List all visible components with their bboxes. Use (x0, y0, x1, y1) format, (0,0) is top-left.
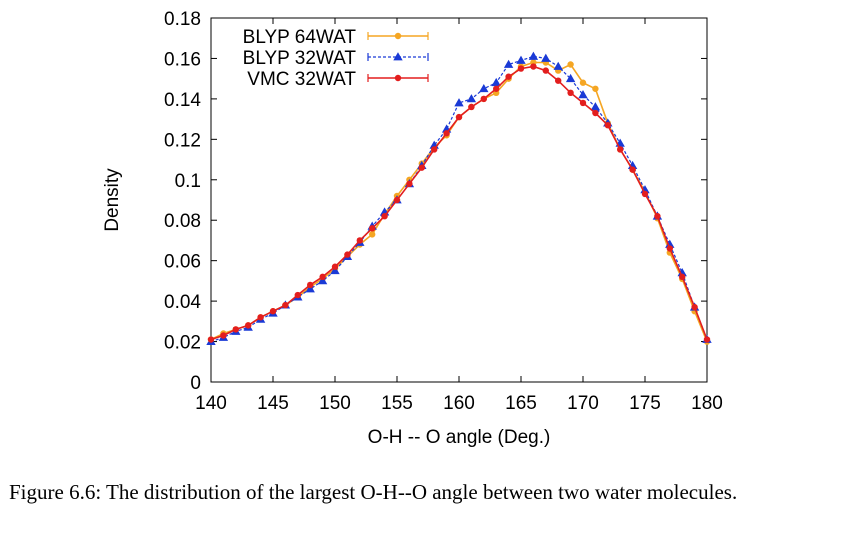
data-point (553, 61, 563, 70)
y-tick-label: 0.12 (164, 130, 201, 151)
data-point (269, 308, 277, 315)
data-point (592, 109, 599, 117)
data-point (517, 65, 525, 72)
x-axis-ticks: 140 145 150 155 160 165 170 175 180 (195, 18, 723, 414)
data-point (232, 326, 239, 333)
data-point (579, 99, 587, 107)
legend-marker (394, 32, 402, 40)
data-point (617, 146, 624, 153)
y-tick-label: 0.08 (164, 211, 201, 232)
data-point (466, 94, 477, 103)
data-point (493, 85, 500, 92)
y-tick-label: 0.02 (164, 333, 201, 354)
data-point (516, 55, 526, 64)
data-point (393, 196, 401, 204)
y-tick-label: 0.14 (164, 90, 201, 111)
legend-marker (393, 52, 403, 61)
legend-label: BLYP 32WAT (243, 48, 357, 69)
y-tick-label: 0.06 (164, 252, 201, 273)
y-tick-label: 0.1 (175, 171, 201, 192)
data-point (431, 146, 438, 153)
y-axis-label: Density (102, 168, 123, 232)
data-point (317, 276, 328, 285)
data-point (567, 61, 574, 68)
data-point (257, 314, 264, 321)
data-point (245, 322, 252, 329)
x-tick-label: 180 (691, 393, 723, 414)
series-line (210, 65, 708, 341)
density-chart: 140 145 150 155 160 165 170 175 180 0 0.02 0.04 0.0… (102, 9, 723, 448)
data-point (480, 95, 487, 103)
y-tick-label: 0 (190, 373, 201, 394)
x-tick-label: 145 (257, 393, 289, 414)
data-point (567, 89, 574, 97)
data-point (578, 90, 588, 99)
data-point (641, 190, 649, 198)
data-point (666, 245, 673, 252)
legend-marker (394, 74, 402, 82)
data-point (654, 212, 661, 220)
data-point (604, 121, 611, 129)
x-tick-label: 175 (629, 393, 661, 414)
data-point (555, 77, 562, 84)
x-tick-label: 140 (195, 393, 227, 414)
data-point (220, 332, 227, 339)
data-point (207, 336, 215, 343)
y-tick-label: 0.16 (164, 49, 201, 70)
legend-label: BLYP 64WAT (243, 27, 357, 48)
y-tick-label: 0.18 (164, 9, 201, 30)
y-axis-ticks: 0 0.02 0.04 0.06 0.08 0.1 0.12 0.14 0.16 0.18 (164, 9, 707, 394)
data-point (454, 98, 464, 107)
data-point (679, 273, 686, 281)
x-tick-label: 160 (443, 393, 475, 414)
data-point (331, 263, 339, 270)
data-point (565, 73, 576, 83)
data-point (505, 73, 512, 80)
data-point (541, 53, 551, 62)
figure-caption: Figure 6.6: The distribution of the larg… (9, 480, 738, 504)
data-point (479, 83, 489, 93)
data-point (629, 166, 636, 173)
data-point (307, 281, 314, 289)
series-layer (206, 51, 712, 345)
data-point (381, 212, 388, 220)
data-point (703, 336, 711, 343)
data-point (503, 59, 514, 68)
y-tick-label: 0.04 (164, 292, 201, 313)
series-1 (206, 51, 712, 345)
data-point (305, 284, 315, 293)
data-point (369, 225, 376, 232)
data-point (579, 79, 587, 86)
data-point (294, 291, 301, 299)
x-tick-label: 165 (505, 393, 537, 414)
data-point (691, 303, 698, 311)
data-point (443, 130, 450, 137)
data-point (455, 113, 463, 121)
data-point (369, 231, 376, 238)
x-axis-label: O-H -- O angle (Deg.) (368, 427, 551, 448)
data-point (530, 63, 537, 70)
data-point (356, 237, 363, 244)
data-point (344, 251, 351, 258)
data-point (528, 51, 539, 60)
x-tick-label: 150 (319, 393, 351, 414)
data-point (319, 273, 326, 281)
data-point (491, 77, 501, 87)
data-point (468, 103, 475, 111)
data-point (330, 265, 340, 275)
data-point (282, 301, 289, 309)
data-point (592, 85, 599, 92)
legend-label: VMC 32WAT (247, 69, 356, 90)
data-point (406, 180, 413, 188)
series-2 (207, 63, 711, 343)
x-tick-label: 170 (567, 393, 599, 414)
data-point (418, 164, 425, 171)
data-point (542, 67, 549, 74)
x-tick-label: 155 (381, 393, 413, 414)
